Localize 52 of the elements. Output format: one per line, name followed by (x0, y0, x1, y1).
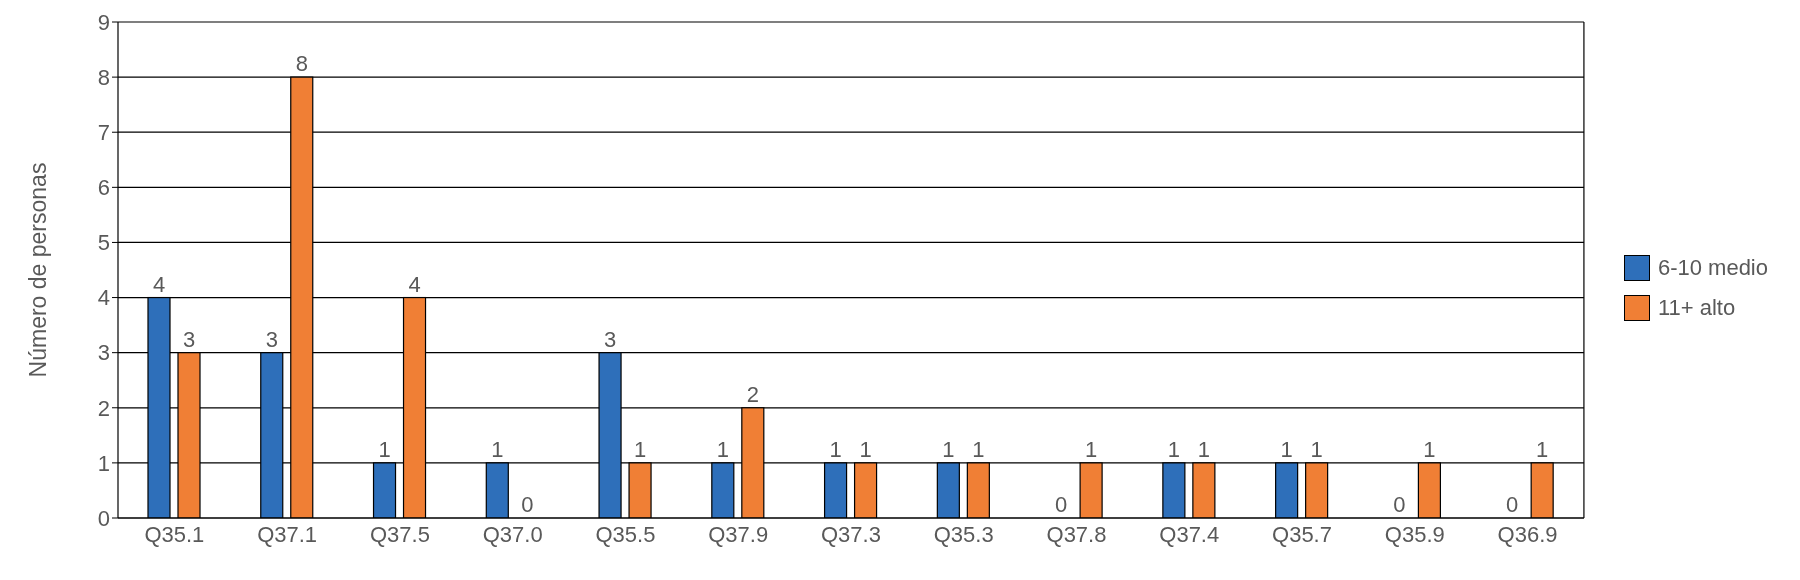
data-label: 0 (1054, 492, 1068, 517)
data-label: 1 (1167, 436, 1180, 462)
x-tick-label: Q37.8 (1046, 521, 1107, 547)
data-label: 0 (1506, 492, 1519, 517)
data-label: 1 (972, 436, 985, 462)
data-label: 4 (152, 271, 166, 297)
data-label: 1 (378, 436, 391, 462)
x-tick-label: Q35.1 (144, 521, 205, 547)
data-label: 1 (633, 436, 647, 462)
data-label: 0 (1393, 492, 1406, 517)
y-tick-label: 3 (97, 340, 110, 366)
y-tick-label: 8 (97, 64, 110, 90)
x-tick-label: Q35.5 (595, 521, 656, 547)
data-label: 1 (716, 436, 729, 462)
y-axis-title: Número de personas (25, 162, 52, 378)
legend-label: 11+ alto (1657, 295, 1736, 321)
data-label: 0 (521, 492, 534, 517)
y-tick-label: 2 (97, 395, 110, 421)
data-label: 1 (1084, 436, 1098, 462)
data-label: 2 (746, 381, 759, 407)
data-label: 1 (1280, 436, 1293, 462)
data-label: 3 (265, 326, 278, 352)
x-tick-label: Q37.9 (708, 521, 769, 547)
y-tick-label: 4 (97, 285, 110, 311)
x-tick-label: Q35.9 (1384, 521, 1445, 547)
data-label: 1 (491, 436, 504, 462)
legend-label: 6-10 medio (1657, 255, 1768, 281)
data-label: 1 (1197, 436, 1210, 462)
x-tick-label: Q36.9 (1497, 521, 1558, 547)
y-tick-label: 6 (97, 175, 110, 201)
data-label: 1 (1310, 436, 1323, 462)
data-label: 1 (1536, 436, 1549, 462)
y-tick-label: 7 (97, 120, 110, 146)
data-label: 3 (603, 326, 617, 352)
data-label: 8 (295, 51, 308, 77)
x-tick-label: Q37.3 (820, 521, 881, 547)
x-tick-label: Q37.5 (369, 521, 430, 547)
data-label: 3 (182, 326, 196, 352)
x-tick-label: Q37.0 (482, 521, 543, 547)
data-label: 1 (942, 436, 955, 462)
data-label: 1 (859, 436, 872, 462)
x-tick-label: Q35.3 (933, 521, 994, 547)
x-tick-label: Q37.4 (1159, 521, 1220, 547)
data-label: 4 (408, 271, 421, 297)
x-tick-label: Q37.1 (257, 521, 318, 547)
y-tick-label: 0 (97, 505, 110, 531)
y-tick-label: 5 (97, 230, 110, 256)
y-tick-label: 9 (97, 9, 110, 35)
data-label: 1 (1423, 436, 1436, 462)
data-label: 1 (829, 436, 842, 462)
x-tick-label: Q35.7 (1272, 521, 1332, 547)
y-tick-label: 1 (97, 450, 110, 476)
